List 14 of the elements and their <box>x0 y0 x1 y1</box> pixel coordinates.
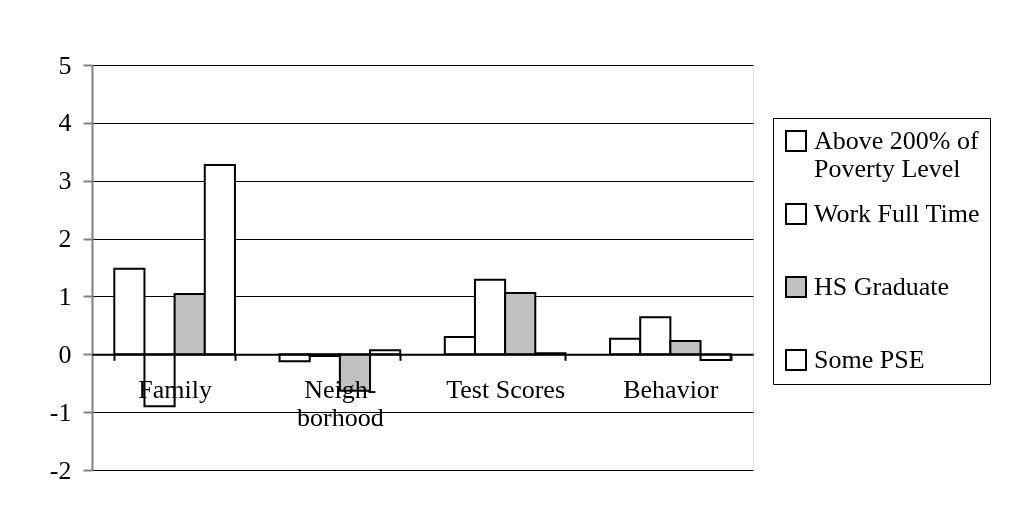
legend-label: Above 200% of Poverty Level <box>814 126 979 183</box>
legend-label: Some PSE <box>814 345 925 374</box>
y-tick-label: 3 <box>58 166 72 196</box>
x-tick-label: Test Scores <box>446 374 566 404</box>
y-tick-label: -2 <box>49 455 72 485</box>
y-tick-label: 0 <box>58 339 72 369</box>
y-tick-label: 1 <box>58 281 72 311</box>
legend-label: HS Graduate <box>814 272 950 301</box>
legend-label: Work Full Time <box>814 199 980 228</box>
x-tick-label: Behavior <box>623 374 719 404</box>
y-tick-label: 4 <box>58 108 72 138</box>
y-tick-label: 2 <box>58 224 72 254</box>
y-tick-label: 5 <box>58 50 72 80</box>
y-tick-label: -1 <box>49 397 72 427</box>
